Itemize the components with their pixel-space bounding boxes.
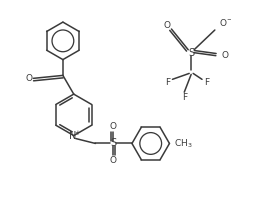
- Text: O: O: [110, 156, 117, 165]
- Text: O: O: [163, 20, 170, 29]
- Text: O: O: [219, 19, 226, 28]
- Text: N: N: [69, 131, 76, 141]
- Text: +: +: [75, 130, 81, 136]
- Text: S: S: [188, 48, 194, 58]
- Text: O: O: [26, 74, 33, 83]
- Text: F: F: [204, 78, 210, 87]
- Text: $^-$: $^-$: [225, 16, 232, 25]
- Text: O: O: [221, 51, 228, 60]
- Text: S: S: [110, 139, 116, 148]
- Text: O: O: [110, 122, 117, 131]
- Text: CH$_3$: CH$_3$: [174, 137, 193, 150]
- Text: F: F: [165, 78, 170, 87]
- Text: F: F: [182, 93, 187, 102]
